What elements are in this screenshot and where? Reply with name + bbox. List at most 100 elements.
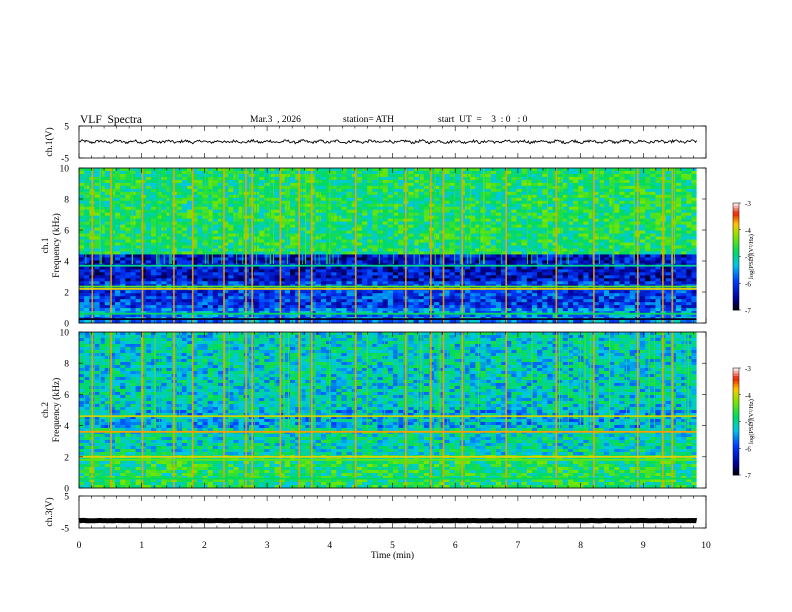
psd-cell: [650, 188, 656, 193]
psd-cell: [423, 236, 430, 240]
psd-cell: [269, 197, 275, 202]
psd-cell: [639, 182, 646, 187]
psd-cell: [552, 278, 559, 282]
psd-cell: [295, 275, 301, 279]
psd-cell: [408, 227, 414, 231]
psd-cell: [212, 218, 219, 223]
psd-cell: [300, 239, 306, 243]
psd-cell: [346, 203, 353, 208]
psd-cell: [439, 278, 445, 282]
psd-cell: [259, 185, 265, 190]
psd-cell: [300, 269, 306, 273]
psd-cell: [99, 203, 106, 208]
psd-cell: [362, 212, 368, 217]
psd-cell: [516, 236, 523, 240]
psd-cell: [140, 236, 147, 240]
psd-cell: [217, 227, 224, 231]
psd-cell: [598, 245, 605, 249]
psd-cell: [655, 188, 661, 193]
psd-cell: [341, 251, 348, 255]
psd-cell: [413, 248, 420, 252]
psd-cell: [537, 248, 543, 252]
psd-cell: [84, 230, 90, 234]
psd-cell: [573, 260, 579, 264]
psd-cell: [295, 168, 301, 172]
psd-cell: [619, 245, 625, 249]
psd-cell: [130, 257, 137, 261]
psd-cell: [547, 176, 553, 181]
psd-cell: [485, 236, 492, 240]
psd-cell: [351, 200, 358, 205]
psd-cell: [449, 230, 456, 234]
psd-cell: [681, 179, 687, 184]
psd-cell: [315, 275, 322, 279]
psd-cell: [99, 260, 106, 264]
psd-cell: [382, 230, 389, 234]
psd-cell: [655, 281, 661, 285]
psd-cell: [475, 254, 481, 258]
psd-cell: [197, 236, 203, 240]
psd-cell: [562, 218, 569, 223]
psd-cell: [444, 227, 450, 231]
psd-cell: [176, 224, 183, 229]
psd-cell: [639, 215, 646, 220]
psd-cell: [567, 221, 574, 226]
psd-cell: [598, 269, 605, 273]
psd-cell: [387, 236, 394, 240]
psd-cell: [567, 170, 574, 175]
psd-cell: [521, 173, 528, 178]
psd-cell: [398, 260, 404, 264]
psd-cell: [516, 206, 523, 211]
psd-cell: [542, 245, 548, 249]
psd-cell: [454, 206, 461, 211]
psd-cell: [603, 227, 610, 231]
psd-cell: [202, 278, 209, 282]
psd-cell: [238, 188, 245, 193]
psd-cell: [351, 197, 358, 202]
psd-cell: [490, 168, 497, 172]
psd-cell: [295, 281, 301, 285]
psd-cell: [305, 176, 311, 181]
psd-cell: [264, 221, 270, 226]
psd-cell: [593, 224, 600, 229]
psd-cell: [624, 203, 631, 208]
psd-cell: [331, 227, 337, 231]
psd-cell: [583, 215, 589, 220]
psd-cell: [331, 197, 337, 202]
psd-cell: [480, 266, 486, 270]
psd-cell: [392, 206, 399, 211]
psd-cell: [526, 260, 533, 264]
psd-cell: [573, 212, 579, 217]
psd-cell: [603, 188, 610, 193]
psd-cell: [372, 194, 378, 199]
psd-cell: [444, 269, 450, 273]
psd-cell: [336, 266, 342, 270]
psd-cell: [279, 251, 286, 255]
psd-cell: [217, 209, 224, 214]
psd-cell: [295, 233, 301, 237]
psd-cell: [413, 176, 420, 181]
psd-cell: [362, 191, 368, 196]
psd-cell: [120, 227, 126, 231]
psd-cell: [495, 236, 502, 240]
psd-cell: [259, 239, 265, 243]
psd-cell: [449, 209, 456, 214]
psd-cell: [367, 200, 373, 205]
psd-cell: [588, 185, 595, 190]
psd-cell: [537, 236, 543, 240]
psd-cell: [567, 218, 574, 223]
psd-cell: [423, 281, 430, 285]
psd-cell: [665, 257, 672, 261]
psd-cell: [567, 230, 574, 234]
psd-cell: [310, 203, 317, 208]
psd-cell: [603, 245, 610, 249]
psd-cell: [506, 257, 512, 261]
psd-cell: [145, 224, 152, 229]
psd-cell: [331, 254, 337, 258]
psd-cell: [269, 182, 275, 187]
psd-cell: [583, 269, 589, 273]
psd-cell: [418, 197, 425, 202]
psd-cell: [392, 179, 399, 184]
psd-cell: [552, 221, 559, 226]
psd-cell: [135, 278, 142, 282]
